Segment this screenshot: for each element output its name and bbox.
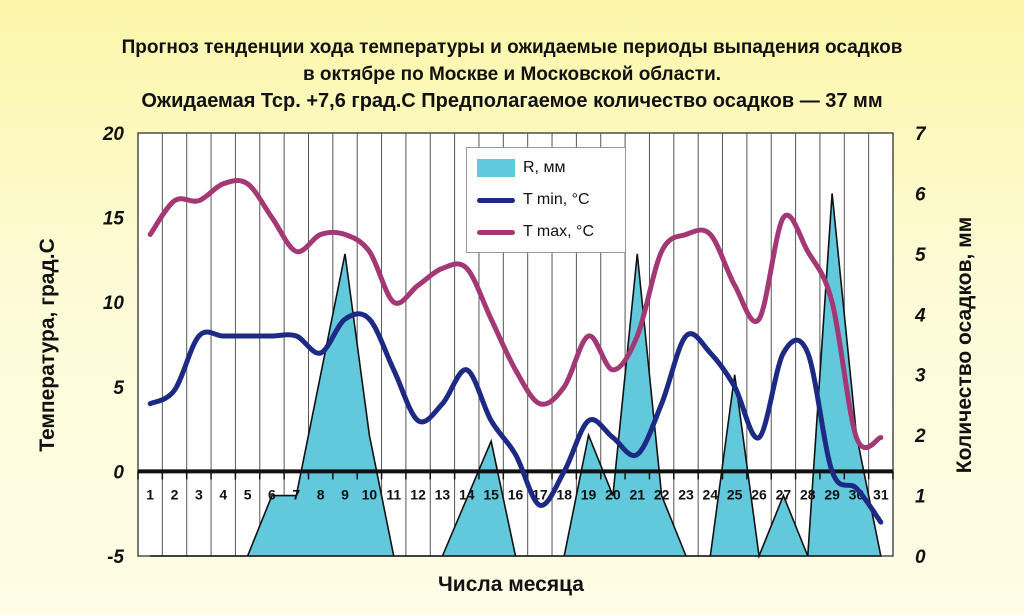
x-tick-label: 1 <box>146 486 154 502</box>
x-tick-label: 25 <box>727 486 743 502</box>
legend: R, мм T min, °C T max, °C <box>466 147 626 253</box>
legend-label-tmax: T max, °C <box>523 223 594 240</box>
x-tick-label: 8 <box>317 486 325 502</box>
x-tick-label: 9 <box>341 486 349 502</box>
y-tick-label-right: 5 <box>915 245 926 266</box>
x-tick-label: 4 <box>219 486 227 502</box>
x-tick-label: 21 <box>629 486 645 502</box>
x-tick-label: 10 <box>362 486 378 502</box>
y-tick-label-right: 0 <box>915 547 926 568</box>
x-tick-labels-layer: 1 2 3 4 5 6 7 8 9 10 11 12 13 14 15 16 17 18 19 20 21 22 23 24 2… <box>146 486 889 502</box>
x-tick-label: 19 <box>581 486 597 502</box>
x-tick-label: 3 <box>195 486 203 502</box>
legend-label-rain: R, мм <box>523 159 566 176</box>
tmin-line <box>147 311 884 525</box>
x-tick-label: 23 <box>678 486 694 502</box>
legend-item-tmax: T max, °C <box>477 220 594 244</box>
x-tick-label: 20 <box>605 486 621 502</box>
legend-swatch-tmax <box>477 229 515 235</box>
x-tick-label: 6 <box>268 486 276 502</box>
y-axis-label-left: Температура, град.С <box>36 238 59 452</box>
x-axis-label: Числа месяца <box>438 573 584 596</box>
legend-swatch-tmin <box>477 197 515 203</box>
chart-title-line-2: в октябре по Москве и Московской области… <box>302 64 722 85</box>
x-tick-label: 13 <box>435 486 451 502</box>
chart-title-block: Прогноз тенденции хода температуры и ожи… <box>0 34 1024 115</box>
y-tick-label-left: -5 <box>107 547 124 568</box>
y-tick-label-right: 1 <box>915 487 926 508</box>
x-tick-label: 29 <box>824 486 840 502</box>
chart-title-line-1: Прогноз тенденции хода температуры и ожи… <box>121 37 903 58</box>
y-tick-label-right: 6 <box>915 184 926 205</box>
y-tick-label-right: 3 <box>915 366 926 387</box>
zero-axis-layer <box>137 469 894 480</box>
x-tick-label: 18 <box>556 486 572 502</box>
x-tick-label: 31 <box>873 486 889 502</box>
y-tick-label-left: 10 <box>103 293 125 314</box>
y-tick-label-left: 0 <box>113 462 124 483</box>
y-tick-label-left: 20 <box>102 124 125 145</box>
legend-item-rain: R, мм <box>477 156 565 180</box>
x-tick-label: 22 <box>654 486 670 502</box>
x-tick-label: 26 <box>751 486 767 502</box>
x-tick-label: 24 <box>703 486 719 502</box>
left-y-tick-labels-layer: 20 15 10 5 0 -5 <box>102 124 125 568</box>
x-tick-label: 12 <box>410 486 426 502</box>
tmax-line <box>147 178 884 450</box>
legend-swatch-rain <box>477 159 515 177</box>
y-tick-label-left: 15 <box>103 209 125 230</box>
legend-item-tmin: T min, °C <box>477 188 590 212</box>
x-tick-label: 11 <box>386 486 401 502</box>
x-tick-label: 28 <box>800 486 816 502</box>
y-axis-label-right: Количество осадков, мм <box>953 216 976 474</box>
x-tick-label: 27 <box>776 486 792 502</box>
x-tick-label: 2 <box>171 486 179 502</box>
x-tick-label: 7 <box>292 486 300 502</box>
legend-label-tmin: T min, °C <box>523 191 590 208</box>
y-tick-label-left: 5 <box>113 378 124 399</box>
x-tick-label: 5 <box>244 486 252 502</box>
x-tick-label: 14 <box>459 486 475 502</box>
x-tick-label: 15 <box>483 486 499 502</box>
chart-subtitle: Ожидаемая Тср. +7,6 град.С Предполагаемо… <box>141 90 883 112</box>
precipitation-area-layer <box>150 193 882 560</box>
x-tick-label: 16 <box>508 486 524 502</box>
y-tick-label-right: 7 <box>915 124 927 145</box>
tmin-line-layer <box>147 311 884 525</box>
tmax-line-layer <box>147 178 884 450</box>
y-tick-label-right: 4 <box>914 305 926 326</box>
right-y-tick-labels-layer: 7 6 5 4 3 2 1 0 <box>914 124 927 568</box>
precipitation-area <box>150 193 882 560</box>
y-tick-label-right: 2 <box>914 426 926 447</box>
